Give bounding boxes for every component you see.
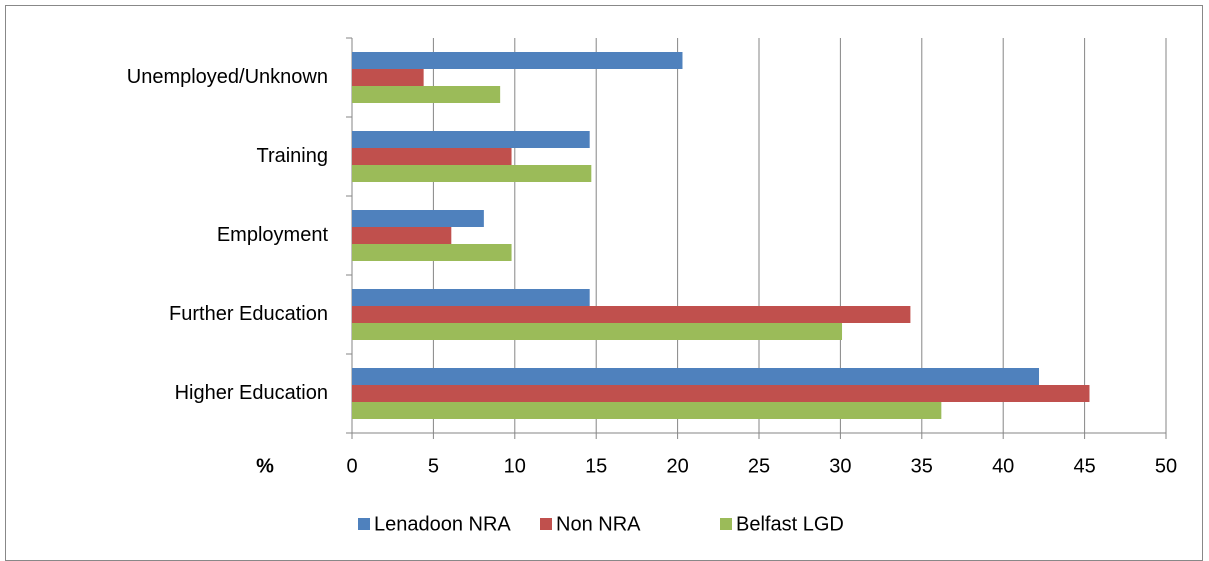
x-tick-label: 15 bbox=[585, 455, 607, 477]
bar bbox=[352, 69, 424, 86]
y-tick-label: Employment bbox=[217, 224, 329, 246]
bar bbox=[352, 244, 512, 261]
bar bbox=[352, 210, 484, 227]
x-tick-label: 35 bbox=[911, 455, 933, 477]
x-tick-label: 10 bbox=[504, 455, 526, 477]
bar bbox=[352, 402, 942, 419]
bar bbox=[352, 52, 683, 69]
legend-swatch bbox=[540, 518, 552, 530]
y-tick-label: Training bbox=[256, 145, 328, 167]
legend-label: Non NRA bbox=[556, 513, 641, 535]
x-tick-label: 50 bbox=[1155, 455, 1177, 477]
legend-label: Lenadoon NRA bbox=[374, 513, 511, 535]
bar bbox=[352, 385, 1090, 402]
legend-swatch bbox=[720, 518, 732, 530]
legend-swatch bbox=[358, 518, 370, 530]
bar bbox=[352, 165, 592, 182]
x-tick-label: 45 bbox=[1073, 455, 1095, 477]
bar bbox=[352, 148, 512, 165]
bar bbox=[352, 368, 1040, 385]
y-tick-label: Unemployed/Unknown bbox=[127, 66, 328, 88]
x-tick-label: 0 bbox=[346, 455, 357, 477]
x-tick-label: 25 bbox=[748, 455, 770, 477]
bar bbox=[352, 306, 911, 323]
bar bbox=[352, 131, 590, 148]
y-tick-label: Higher Education bbox=[175, 382, 328, 404]
y-tick-label: Further Education bbox=[169, 303, 328, 325]
x-axis-label: % bbox=[256, 455, 274, 477]
bar bbox=[352, 227, 452, 244]
x-tick-label: 5 bbox=[428, 455, 439, 477]
bar bbox=[352, 86, 501, 103]
x-tick-label: 20 bbox=[666, 455, 688, 477]
bar bbox=[352, 289, 590, 306]
x-tick-label: 40 bbox=[992, 455, 1014, 477]
x-tick-label: 30 bbox=[829, 455, 851, 477]
bar bbox=[352, 323, 843, 340]
legend-label: Belfast LGD bbox=[736, 513, 844, 535]
